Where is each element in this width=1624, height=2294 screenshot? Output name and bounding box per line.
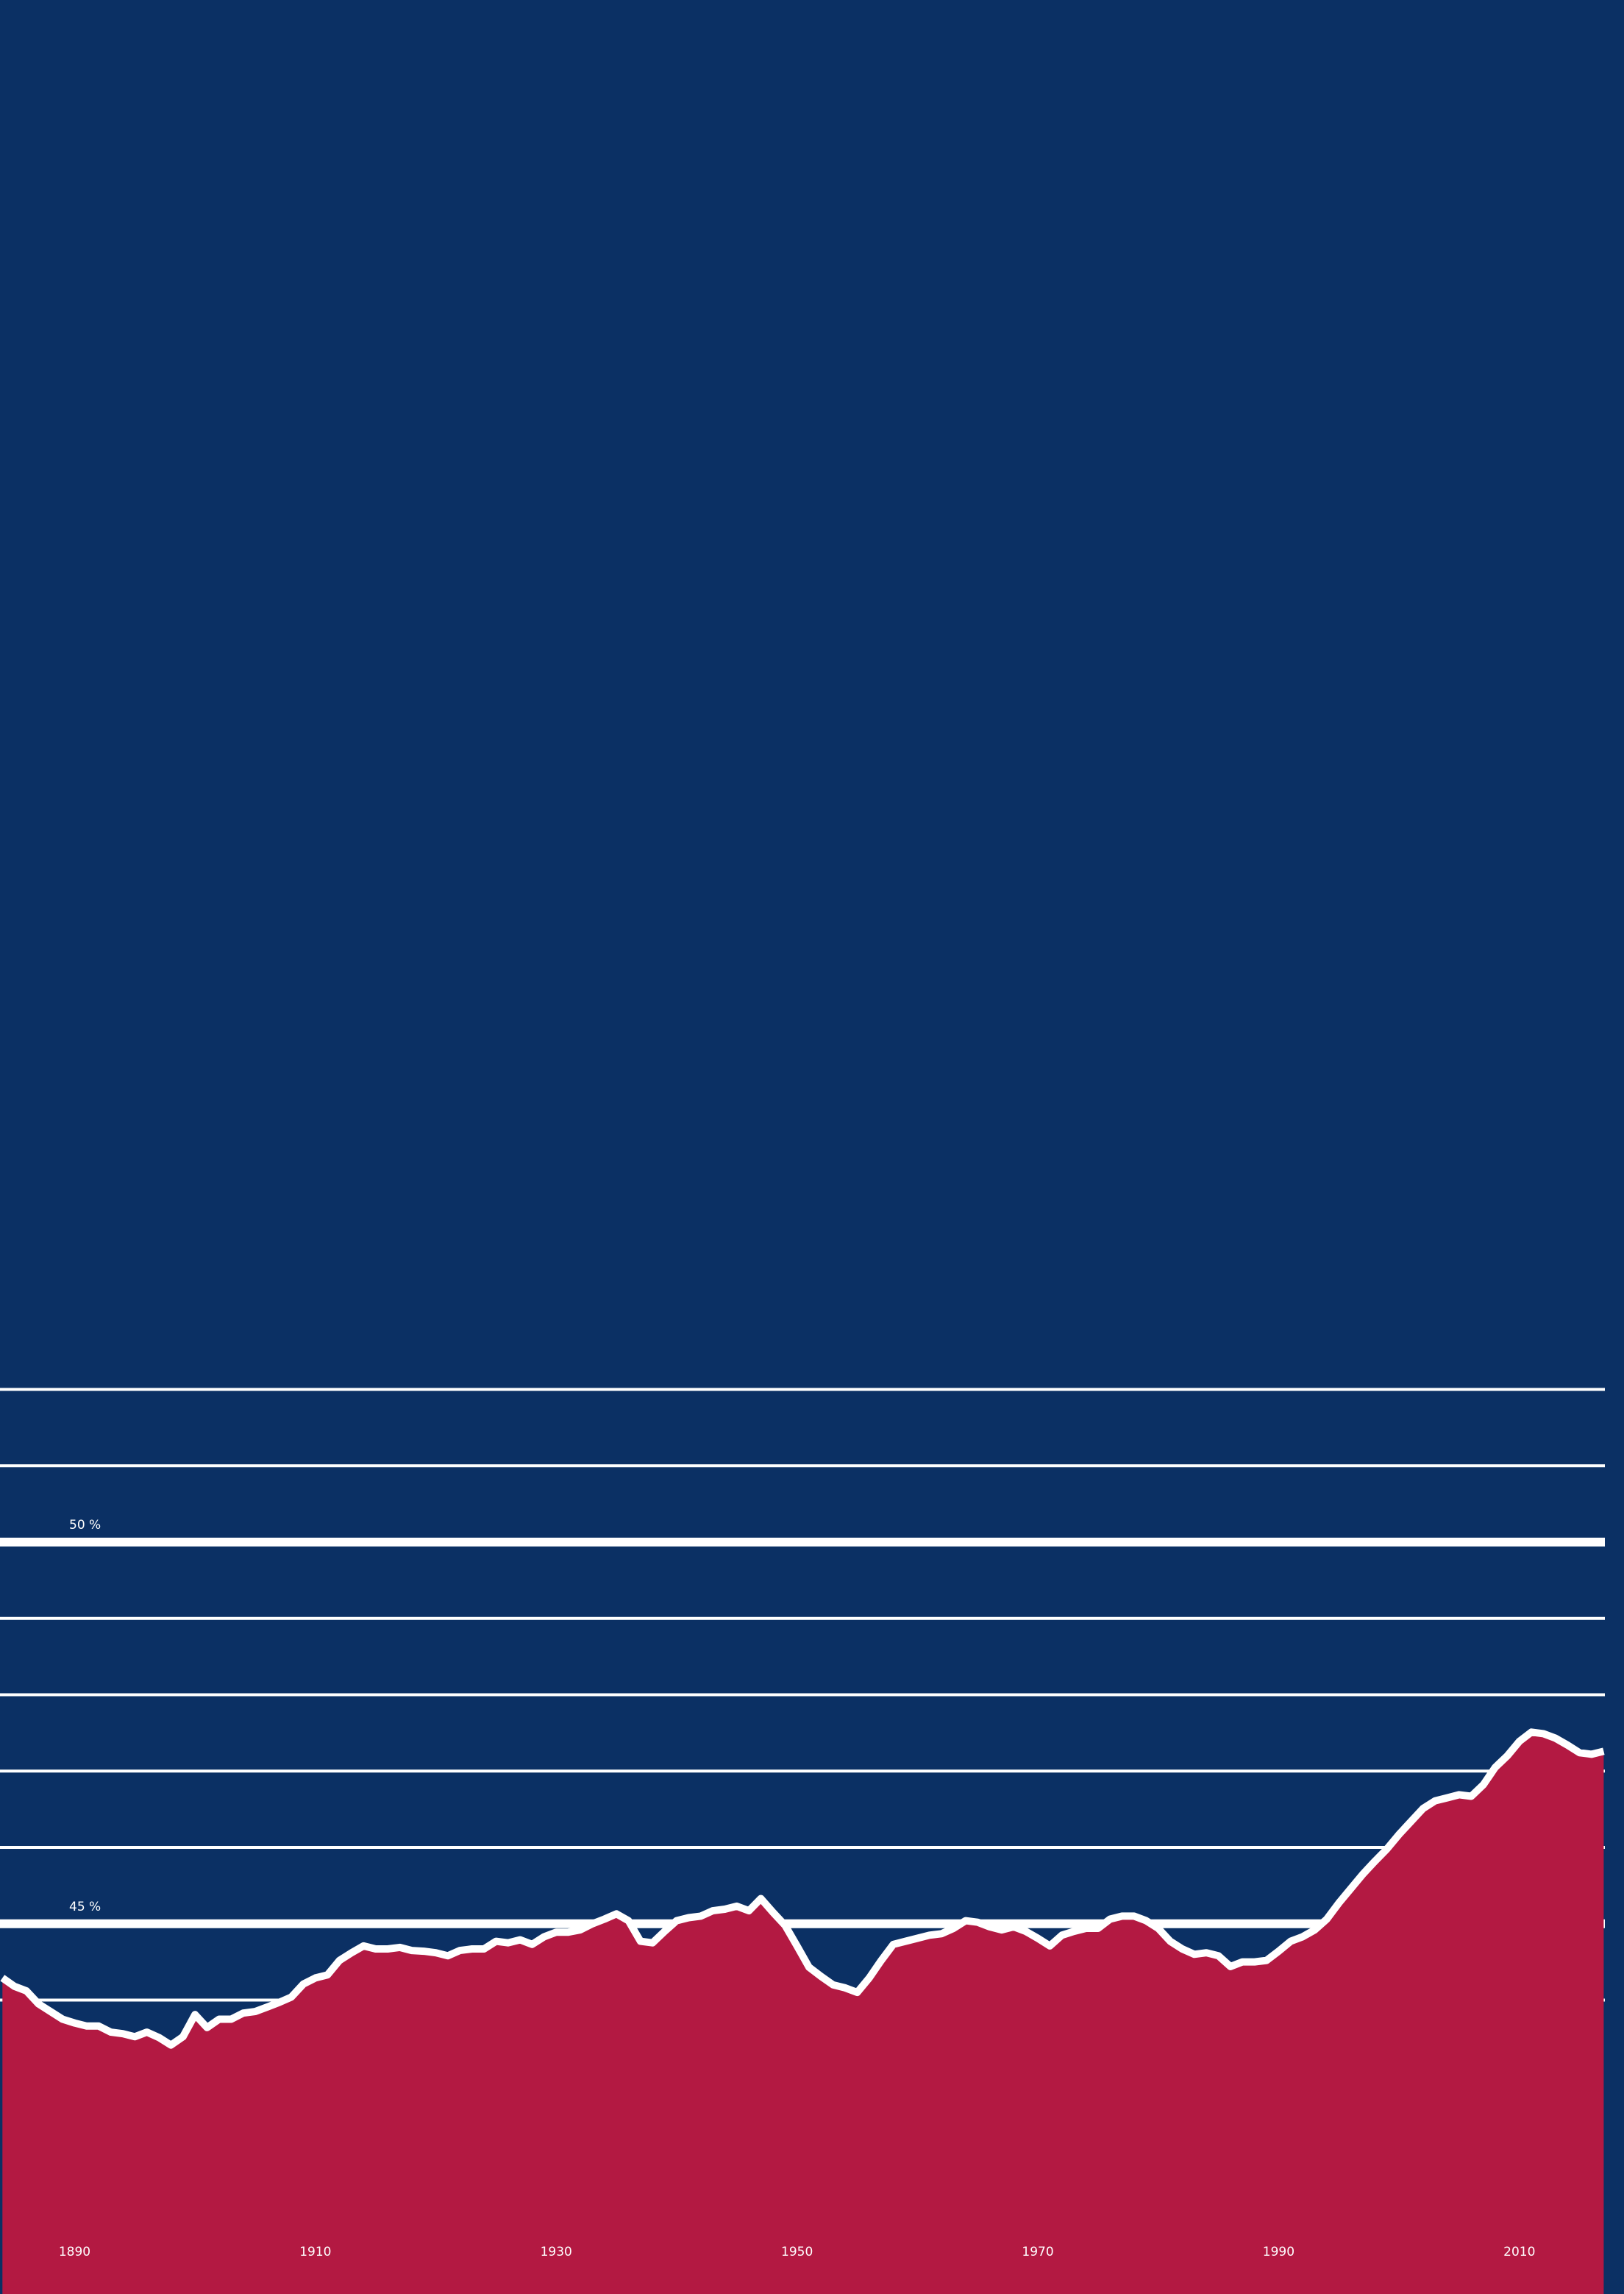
x-tick-label: 1930	[541, 2245, 572, 2259]
x-tick-label: 2010	[1503, 2245, 1535, 2259]
x-tick-label: 1890	[59, 2245, 90, 2259]
line	[0, 1728, 1605, 2049]
x-tick-label: 1910	[299, 2245, 331, 2259]
area	[2, 1732, 1604, 2294]
y-tick-label: 45 %	[69, 1900, 101, 1914]
x-tick-label: 1990	[1263, 2245, 1294, 2259]
y-tick-label: 50 %	[69, 1518, 101, 1533]
x-tick-label: 1950	[781, 2245, 813, 2259]
x-tick-label: 1970	[1022, 2245, 1053, 2259]
